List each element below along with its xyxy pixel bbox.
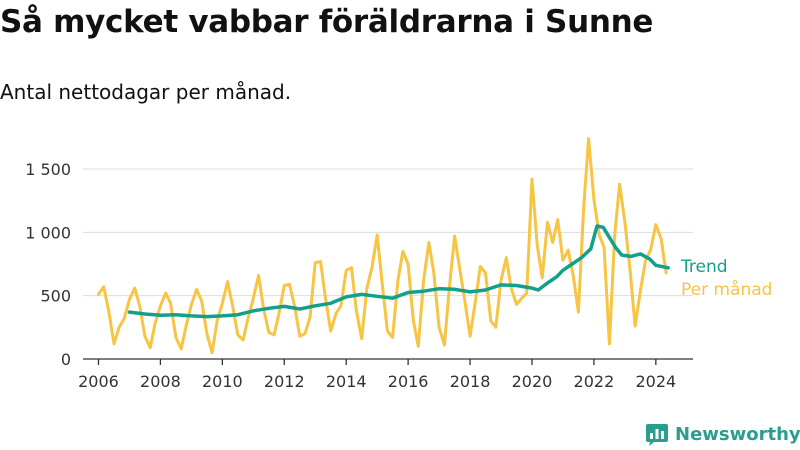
x-tick-label: 2020 bbox=[512, 372, 553, 391]
newsworthy-logo: Newsworthy bbox=[645, 420, 800, 448]
y-tick-label: 1 500 bbox=[25, 160, 71, 179]
monthly-line bbox=[97, 137, 668, 355]
x-tick-label: 2018 bbox=[450, 372, 491, 391]
trend-line bbox=[127, 224, 670, 319]
chart-title: Så mycket vabbar föräldrarna i Sunne bbox=[0, 4, 654, 40]
series-label-per-manad: Per månad bbox=[681, 279, 772, 300]
brand-name: Newsworthy bbox=[675, 423, 800, 445]
x-tick-label: 2012 bbox=[264, 372, 305, 391]
bar-chart-logo-icon bbox=[646, 424, 668, 446]
y-tick-label: 1 000 bbox=[25, 223, 71, 242]
y-tick-label: 500 bbox=[40, 287, 71, 306]
x-tick-label: 2006 bbox=[78, 372, 119, 391]
x-tick-label: 2008 bbox=[140, 372, 181, 391]
x-tick-label: 2016 bbox=[388, 372, 429, 391]
axes: 0 500 1 000 1 500 2006 2008 2010 2012 2014 2016 20… bbox=[25, 160, 693, 391]
series-label-trend: Trend bbox=[680, 257, 728, 277]
x-tick-label: 2010 bbox=[202, 372, 243, 391]
grid-lines bbox=[83, 168, 693, 297]
x-tick-label: 2014 bbox=[326, 372, 367, 391]
y-tick-label: 0 bbox=[61, 350, 71, 369]
series-lines bbox=[97, 137, 670, 355]
chart-subtitle: Antal nettodagar per månad. bbox=[0, 80, 292, 104]
x-tick-label: 2022 bbox=[574, 372, 615, 391]
x-tick-label: 2024 bbox=[635, 372, 676, 391]
